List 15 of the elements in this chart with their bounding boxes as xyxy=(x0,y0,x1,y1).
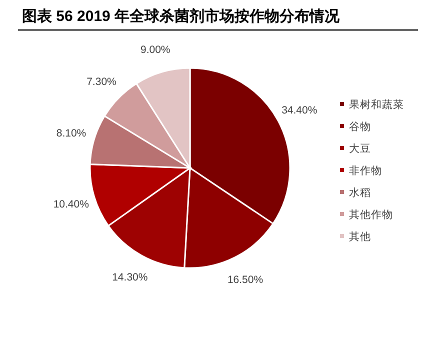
legend-label: 水稻 xyxy=(349,186,371,199)
legend-label: 其他 xyxy=(349,230,371,243)
data-label: 16.50% xyxy=(227,274,264,286)
chart-title: 图表 56 2019 年全球杀菌剂市场按作物分布情况 xyxy=(22,7,341,25)
data-label: 34.40% xyxy=(282,104,318,117)
legend-label: 非作物 xyxy=(349,164,382,177)
data-label: 10.40% xyxy=(53,198,89,210)
legend-label: 谷物 xyxy=(349,121,371,133)
data-label: 7.30% xyxy=(86,76,116,88)
data-label: 9.00% xyxy=(140,44,170,56)
data-label: 8.10% xyxy=(56,127,86,140)
legend-label: 果树和蔬菜 xyxy=(349,98,404,111)
legend-label: 大豆 xyxy=(349,142,371,155)
data-label: 14.30% xyxy=(112,271,148,284)
legend-label: 其他作物 xyxy=(349,208,393,221)
